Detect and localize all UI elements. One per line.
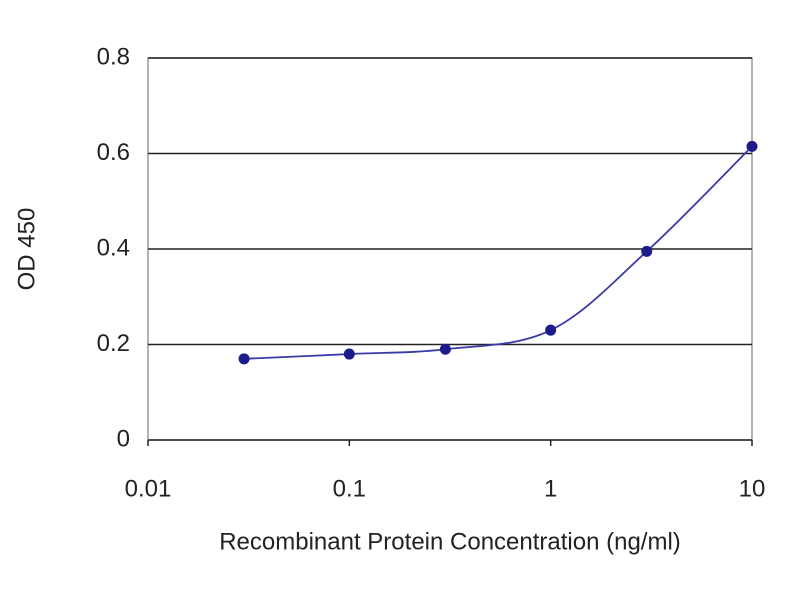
x-tick-label: 0.1 <box>333 475 366 502</box>
point <box>343 348 355 360</box>
x-tick-label: 0.01 <box>125 475 172 502</box>
y-tick-label: 0.2 <box>97 330 130 357</box>
point <box>746 140 758 152</box>
point <box>238 353 250 365</box>
point <box>641 245 653 257</box>
y-tick-label: 0.4 <box>97 234 130 261</box>
x-axis-label: Recombinant Protein Concentration (ng/ml… <box>219 528 681 555</box>
x-tick-label: 1 <box>544 475 557 502</box>
y-tick-label: 0 <box>117 425 130 452</box>
point <box>545 324 557 336</box>
series-line <box>244 145 753 360</box>
x-tick-label: 10 <box>739 475 766 502</box>
y-tick-label: 0.6 <box>97 139 130 166</box>
y-axis-label: OD 450 <box>13 208 40 291</box>
point <box>439 343 451 355</box>
y-tick-label: 0.8 <box>97 43 130 70</box>
